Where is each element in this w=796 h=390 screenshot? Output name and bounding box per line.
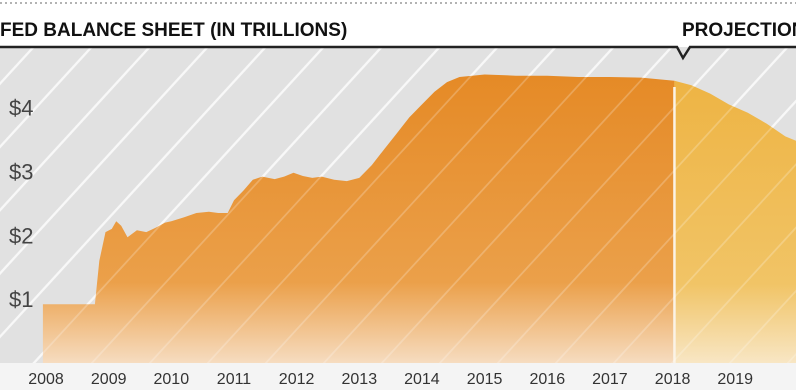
x-tick-label: 2010	[154, 371, 190, 388]
projection-area	[674, 80, 796, 363]
x-tick-label: 2019	[717, 371, 753, 388]
overlay-stripe	[438, 47, 731, 363]
x-tick-label: 2013	[342, 371, 378, 388]
overlay-stripe	[206, 47, 499, 363]
header-rule	[0, 45, 796, 61]
overlay-stripe	[322, 47, 615, 363]
y-tick-label: $2	[9, 223, 33, 248]
projection-label: PROJECTION	[682, 20, 796, 41]
overlay-stripe	[380, 47, 673, 363]
overlay-stripe	[670, 226, 796, 363]
overlay-stripe	[148, 47, 441, 363]
stripe-line	[0, 47, 210, 276]
stripe-line	[0, 47, 268, 339]
overlay-stripe	[0, 47, 209, 275]
chart-title: FED BALANCE SHEET (IN TRILLIONS)	[0, 20, 347, 41]
y-tick-label: $1	[9, 287, 33, 312]
stripe-line	[0, 47, 152, 212]
overlay-stripe	[554, 99, 796, 363]
x-tick-label: 2018	[655, 371, 691, 388]
actual-area	[42, 74, 675, 363]
x-tick-label: 2014	[404, 371, 440, 388]
overlay-stripe	[612, 163, 796, 363]
area-stripe-overlay	[0, 47, 796, 363]
y-tick-label: $4	[9, 96, 33, 121]
x-tick-label: 2008	[28, 371, 64, 388]
y-axis-ticks: $1 $2 $3 $4	[9, 96, 33, 313]
x-tick-label: 2015	[467, 371, 503, 388]
y-tick-label: $3	[9, 160, 33, 185]
overlay-stripe	[496, 47, 789, 363]
x-tick-label: 2012	[279, 371, 315, 388]
x-tick-label: 2017	[592, 371, 628, 388]
overlay-stripe	[0, 47, 267, 339]
overlay-stripe	[90, 47, 383, 363]
overlay-stripe	[0, 47, 93, 149]
stripe-line	[0, 47, 94, 149]
x-axis-strip	[0, 363, 796, 390]
overlay-stripe	[728, 289, 796, 363]
x-tick-label: 2009	[91, 371, 127, 388]
overlay-stripe	[0, 47, 151, 212]
overlay-stripe	[32, 47, 325, 363]
x-axis-ticks: 2008 2009 2010 2011 2012 2013 2014 2015 2016 2017…	[28, 371, 753, 388]
balance-sheet-area	[42, 74, 796, 363]
x-tick-label: 2011	[217, 371, 252, 388]
x-tick-label: 2016	[530, 371, 566, 388]
overlay-stripe	[264, 47, 557, 363]
